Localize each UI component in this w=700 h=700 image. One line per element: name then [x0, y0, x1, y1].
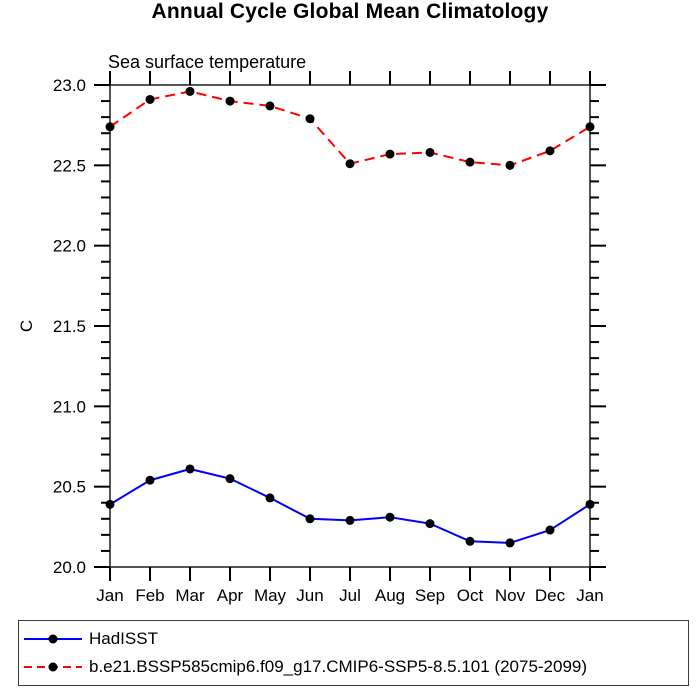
x-tick-label: Jul: [339, 586, 361, 605]
y-tick-label: 21.0: [53, 397, 86, 416]
data-point-marker: [425, 519, 435, 529]
plot-area: Jan Feb Mar Apr May Jun Jul Aug Sep Oct Nov Dec Jan 2…: [17, 71, 606, 605]
legend-marker-sample: [48, 634, 58, 644]
x-tick-label: Nov: [495, 586, 526, 605]
x-tick-label: Aug: [375, 586, 405, 605]
legend-box: HadISST b.e21.BSSP585cmip6.f09_g17.CMIP6…: [18, 620, 689, 686]
data-point-marker: [225, 96, 235, 106]
data-series: [105, 86, 595, 548]
data-point-marker: [585, 499, 595, 509]
data-point-marker: [425, 147, 435, 157]
data-point-marker: [385, 149, 395, 159]
legend-swatch-dashed-line: [24, 662, 82, 672]
x-tick-label: Apr: [217, 586, 244, 605]
data-point-marker: [505, 538, 515, 548]
data-point-marker: [265, 493, 275, 503]
legend-label-hadisst: HadISST: [89, 629, 158, 648]
data-point-marker: [465, 157, 475, 167]
data-point-marker: [145, 475, 155, 485]
series-line-1: [109, 90, 591, 167]
data-point-marker: [385, 512, 395, 522]
series-line-0: [109, 467, 591, 544]
data-point-marker: [105, 122, 115, 132]
data-point-marker: [465, 536, 475, 546]
legend-item-model: b.e21.BSSP585cmip6.f09_g17.CMIP6-SSP5-8.…: [19, 657, 688, 677]
x-tick-label: Jan: [576, 586, 603, 605]
x-tick-label: Feb: [135, 586, 164, 605]
legend-marker-sample: [48, 662, 58, 672]
data-point-marker: [345, 159, 355, 169]
data-point-marker: [185, 86, 195, 96]
x-tick-label: Sep: [415, 586, 445, 605]
data-point-marker: [265, 101, 275, 111]
x-tick-label: Jun: [296, 586, 323, 605]
data-point-marker: [145, 94, 155, 104]
y-axis-title: C: [17, 320, 36, 332]
x-tick-label: Oct: [457, 586, 484, 605]
legend-label-model: b.e21.BSSP585cmip6.f09_g17.CMIP6-SSP5-8.…: [89, 657, 588, 676]
legend-swatch-solid-line: [24, 634, 82, 644]
data-point-marker: [545, 525, 555, 535]
y-tick-label: 22.0: [53, 237, 86, 256]
data-point-marker: [225, 474, 235, 484]
plot-frame: [109, 84, 591, 568]
data-point-marker: [545, 146, 555, 156]
axis-ticks: [94, 71, 606, 581]
x-tick-label: May: [254, 586, 287, 605]
data-point-marker: [305, 514, 315, 524]
x-tick-label: Mar: [175, 586, 205, 605]
y-tick-label: 23.0: [53, 76, 86, 95]
data-point-marker: [345, 515, 355, 525]
x-tick-label: Jan: [96, 586, 123, 605]
data-point-marker: [505, 160, 515, 170]
axis-tick-labels: Jan Feb Mar Apr May Jun Jul Aug Sep Oct Nov Dec Jan 2…: [53, 76, 604, 605]
axes-frame: [109, 84, 591, 568]
legend-item-hadisst: HadISST: [19, 629, 688, 649]
y-tick-label: 21.5: [53, 317, 86, 336]
x-tick-label: Dec: [535, 586, 566, 605]
data-point-marker: [305, 114, 315, 124]
data-point-marker: [585, 122, 595, 132]
chart-subtitle: Sea surface temperature: [108, 52, 307, 72]
data-point-marker: [105, 499, 115, 509]
y-tick-label: 20.0: [53, 558, 86, 577]
y-tick-label: 20.5: [53, 478, 86, 497]
data-point-marker: [185, 464, 195, 474]
chart-title: Annual Cycle Global Mean Climatology: [151, 0, 549, 23]
y-tick-label: 22.5: [53, 156, 86, 175]
